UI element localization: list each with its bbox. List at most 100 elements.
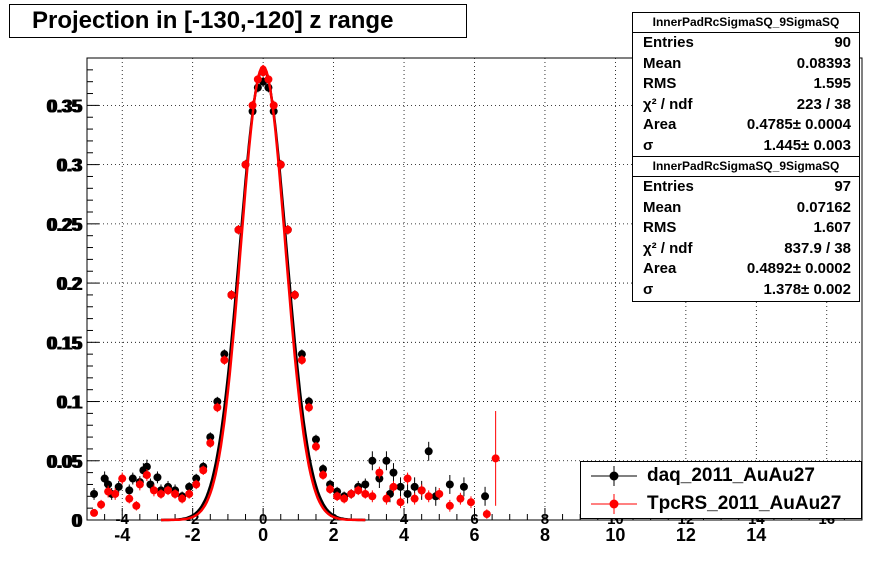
stats-value: 0.4892± 0.0002 — [746, 260, 851, 278]
data-point — [319, 470, 328, 479]
stats-key: Entries — [643, 34, 694, 51]
y-tick-label: 0.25 — [46, 215, 81, 235]
data-point — [164, 486, 173, 495]
data-point — [149, 486, 158, 495]
data-point — [156, 489, 165, 498]
x-tick-label: 4 — [399, 525, 409, 545]
data-point — [311, 435, 320, 444]
stats-row-chi2: χ² / ndf 837.9 / 38 — [633, 239, 859, 260]
data-point — [389, 468, 398, 477]
data-point — [90, 489, 99, 498]
data-point — [90, 508, 99, 517]
y-tick-label: 0.15 — [46, 333, 81, 353]
stats-row-sigma: σ 1.445± 0.003 — [633, 136, 859, 157]
stats-row-area: Area 0.4892± 0.0002 — [633, 259, 859, 280]
stats-key: σ — [643, 280, 654, 298]
stats-row-mean: Mean 0.07162 — [633, 198, 859, 219]
y-tick-label: 0.35 — [46, 96, 81, 116]
stats-key: Mean — [643, 54, 682, 72]
data-point — [234, 225, 243, 234]
stats-row-entries: Entries 90 — [633, 33, 859, 54]
data-point — [248, 101, 257, 110]
data-point — [114, 482, 123, 491]
plot-title: Projection in [-130,-120] z range — [9, 4, 467, 38]
stats-row-entries: Entries 97 — [633, 177, 859, 198]
data-point — [445, 501, 454, 510]
data-point — [361, 489, 370, 498]
data-point — [142, 462, 151, 471]
data-point — [213, 403, 222, 412]
data-point — [311, 442, 320, 451]
y-tick-label: 0.3 — [58, 156, 83, 176]
data-point — [100, 474, 109, 483]
stats-row-rms: RMS 1.595 — [633, 74, 859, 95]
data-point — [347, 489, 356, 498]
data-point — [192, 474, 201, 483]
data-point — [389, 482, 398, 491]
data-point — [396, 482, 405, 491]
data-point — [410, 494, 419, 503]
data-point — [290, 290, 299, 299]
data-point — [410, 482, 419, 491]
stats-key: χ² / ndf — [643, 95, 693, 113]
y-tick-label: 0.25 — [48, 215, 83, 235]
data-point — [132, 501, 141, 510]
data-point — [459, 482, 468, 491]
x-tick-label: 0 — [258, 525, 268, 545]
data-point — [375, 468, 384, 477]
data-point — [269, 101, 278, 110]
stats-key: RMS — [643, 219, 677, 237]
data-point — [213, 397, 222, 406]
stats-key: Mean — [643, 198, 682, 216]
data-point — [403, 474, 412, 483]
y-tick-label: 0.1 — [56, 393, 81, 413]
data-point — [104, 480, 113, 489]
legend-entry-daq: daq_2011_AuAu27 — [581, 463, 861, 491]
data-point — [253, 75, 262, 84]
data-point — [206, 433, 215, 442]
data-point — [481, 492, 490, 501]
stats-key: χ² / ndf — [643, 239, 693, 257]
data-point — [125, 486, 134, 495]
stats-key: RMS — [643, 75, 677, 93]
data-point — [146, 480, 155, 489]
x-tick-label-inner: 4 — [400, 511, 409, 528]
data-point — [319, 465, 328, 474]
data-point — [227, 290, 236, 299]
stats-row-chi2: χ² / ndf 223 / 38 — [633, 95, 859, 116]
data-point — [396, 498, 405, 507]
data-point — [153, 473, 162, 482]
data-point — [104, 487, 113, 496]
y-tick-label: 0.3 — [56, 156, 81, 176]
data-point — [435, 489, 444, 498]
data-point — [220, 350, 229, 359]
x-tick-label: -2 — [185, 525, 201, 545]
data-point — [111, 489, 120, 498]
x-tick-label-inner: 8 — [541, 511, 549, 528]
data-point — [142, 470, 151, 479]
y-tick-label: 0.05 — [48, 452, 83, 472]
stats-value: 1.607 — [813, 219, 851, 237]
stats-box-tpcrs: InnerPadRcSigmaSQ_9SigmaSQ Entries 97 Mea… — [632, 156, 860, 302]
stats-key: Area — [643, 260, 677, 278]
stats-value: 0.08393 — [796, 54, 851, 72]
data-point — [482, 510, 491, 519]
data-point — [192, 480, 201, 489]
data-point — [128, 474, 137, 483]
x-tick-label: 12 — [676, 525, 696, 545]
data-point — [264, 75, 273, 84]
stats-row-mean: Mean 0.08393 — [633, 54, 859, 75]
data-point — [97, 500, 106, 509]
x-tick-label: 2 — [329, 525, 339, 545]
stats-key: Entries — [643, 178, 694, 195]
data-point — [283, 225, 292, 234]
data-point — [340, 494, 349, 503]
x-tick-label: 8 — [540, 525, 550, 545]
stats-row-sigma: σ 1.378± 0.002 — [633, 280, 859, 301]
stats-value: 1.378± 0.002 — [763, 280, 851, 298]
y-tick-label: 0 — [73, 511, 83, 531]
data-point — [354, 486, 363, 495]
x-tick-label-inner: 6 — [470, 511, 478, 528]
data-point — [118, 474, 127, 483]
